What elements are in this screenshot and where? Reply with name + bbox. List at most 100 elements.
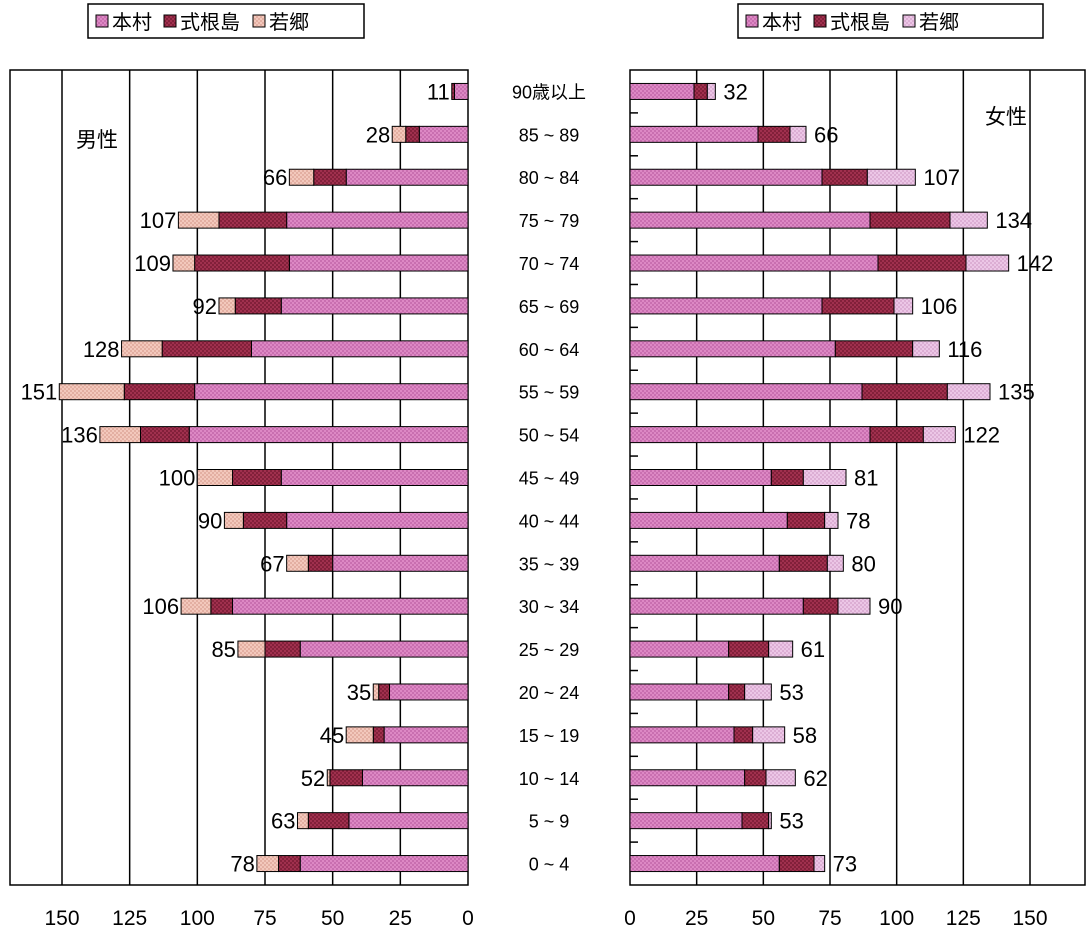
male-bar-segment — [348, 812, 469, 830]
female-bar-segment — [834, 340, 914, 358]
age-category-label: 0 ~ 4 — [529, 855, 570, 875]
male-bar-segment — [296, 812, 309, 830]
male-bar-segment — [242, 511, 288, 529]
female-bar-segment — [786, 511, 826, 529]
male-total-label: 35 — [347, 680, 371, 705]
female-bar-segment — [789, 125, 807, 143]
male-bar-segment — [307, 554, 334, 572]
female-x-tick-label: 75 — [818, 907, 841, 929]
male-bar-segment — [372, 683, 380, 701]
male-total-label: 107 — [140, 208, 177, 233]
female-bar-segment — [821, 297, 895, 315]
male-total-label: 92 — [193, 294, 217, 319]
female-bar-segment — [778, 554, 828, 572]
female-bar-segment — [629, 340, 836, 358]
male-legend-label: 若郷 — [269, 11, 309, 34]
male-total-label: 85 — [211, 637, 235, 662]
female-bar-segment — [629, 597, 804, 615]
male-bar-segment — [194, 383, 469, 401]
female-total-label: 81 — [854, 466, 878, 491]
female-bar-segment — [629, 469, 772, 486]
age-category-label: 50 ~ 54 — [519, 426, 580, 446]
female-bar-segment — [728, 640, 770, 658]
female-bar-segment — [629, 726, 735, 744]
age-category-label: 70 ~ 74 — [519, 254, 580, 274]
male-bar-segment — [378, 683, 391, 701]
male-x-tick-label: 100 — [180, 907, 215, 929]
female-total-label: 62 — [803, 766, 827, 791]
male-bar-segment — [299, 640, 469, 658]
male-bar-segment — [453, 82, 469, 100]
female-total-label: 116 — [947, 337, 982, 362]
male-bar-segment — [188, 426, 469, 444]
age-category-label: 75 ~ 79 — [519, 211, 580, 231]
female-total-label: 107 — [923, 165, 960, 190]
female-bar-segment — [946, 383, 991, 401]
female-bar-segment — [768, 640, 794, 658]
female-bar-segment — [629, 254, 879, 272]
male-bar-segment — [307, 812, 350, 830]
male-bar-segment — [332, 554, 469, 572]
age-category-label: 80 ~ 84 — [519, 168, 580, 188]
female-legend-label: 式根島 — [830, 11, 890, 34]
male-bar-segment — [180, 597, 212, 615]
female-bar-segment — [629, 511, 788, 529]
female-legend-swatch — [813, 14, 827, 28]
female-bar-segment — [821, 168, 868, 186]
male-bar-segment — [329, 769, 363, 787]
female-bar-segment — [752, 726, 786, 744]
male-bar-segment — [278, 855, 301, 873]
female-x-tick-label: 25 — [685, 907, 708, 929]
male-legend-swatch — [163, 14, 177, 28]
age-category-label: 45 ~ 49 — [519, 469, 580, 489]
age-category-label: 20 ~ 24 — [519, 683, 580, 703]
female-legend-swatch — [902, 14, 916, 28]
male-bar-segment — [121, 340, 163, 358]
male-bar-segment — [210, 597, 234, 615]
female-bar-segment — [922, 426, 956, 444]
female-bar-segment — [824, 511, 839, 529]
age-category-label: 55 ~ 59 — [519, 383, 580, 403]
male-bar-segment — [223, 511, 244, 529]
male-total-label: 11 — [427, 79, 450, 104]
female-total-label: 122 — [963, 423, 1000, 448]
female-panel-label: 女性 — [985, 106, 1027, 129]
female-bar-segment — [744, 683, 772, 701]
male-x-tick-label: 50 — [321, 907, 344, 929]
male-legend-swatch — [95, 14, 109, 28]
female-bar-segment — [629, 426, 871, 444]
female-bar-segment — [744, 769, 767, 787]
female-total-label: 106 — [921, 294, 958, 319]
female-bar-segment — [802, 469, 847, 486]
male-bar-segment — [383, 726, 469, 744]
male-bar-segment — [58, 383, 125, 401]
male-bar-segment — [256, 855, 280, 873]
male-bar-segment — [326, 769, 331, 787]
male-total-label: 28 — [366, 122, 390, 147]
female-bar-segment — [837, 597, 871, 615]
female-bar-segment — [877, 254, 967, 272]
male-bar-segment — [218, 297, 236, 315]
male-bar-segment — [139, 426, 190, 444]
male-panel-label: 男性 — [76, 129, 118, 152]
female-total-label: 61 — [801, 637, 825, 662]
female-bar-segment — [861, 383, 948, 401]
age-category-label: 15 ~ 19 — [519, 726, 580, 746]
male-total-label: 128 — [83, 337, 120, 362]
male-bar-segment — [451, 82, 455, 100]
female-bar-segment — [693, 82, 708, 100]
male-bar-segment — [218, 211, 288, 229]
male-legend-box — [87, 3, 365, 39]
female-bar-segment — [629, 383, 863, 401]
male-bar-segment — [389, 683, 469, 701]
female-bar-segment — [733, 726, 754, 744]
male-bar-segment — [345, 168, 469, 186]
female-bar-segment — [778, 855, 815, 873]
male-bar-segment — [286, 211, 469, 229]
male-x-tick-label: 125 — [112, 907, 147, 929]
male-total-label: 67 — [260, 551, 284, 576]
age-category-label: 35 ~ 39 — [519, 554, 580, 574]
female-bar-segment — [629, 168, 823, 186]
female-bar-segment — [629, 855, 780, 873]
